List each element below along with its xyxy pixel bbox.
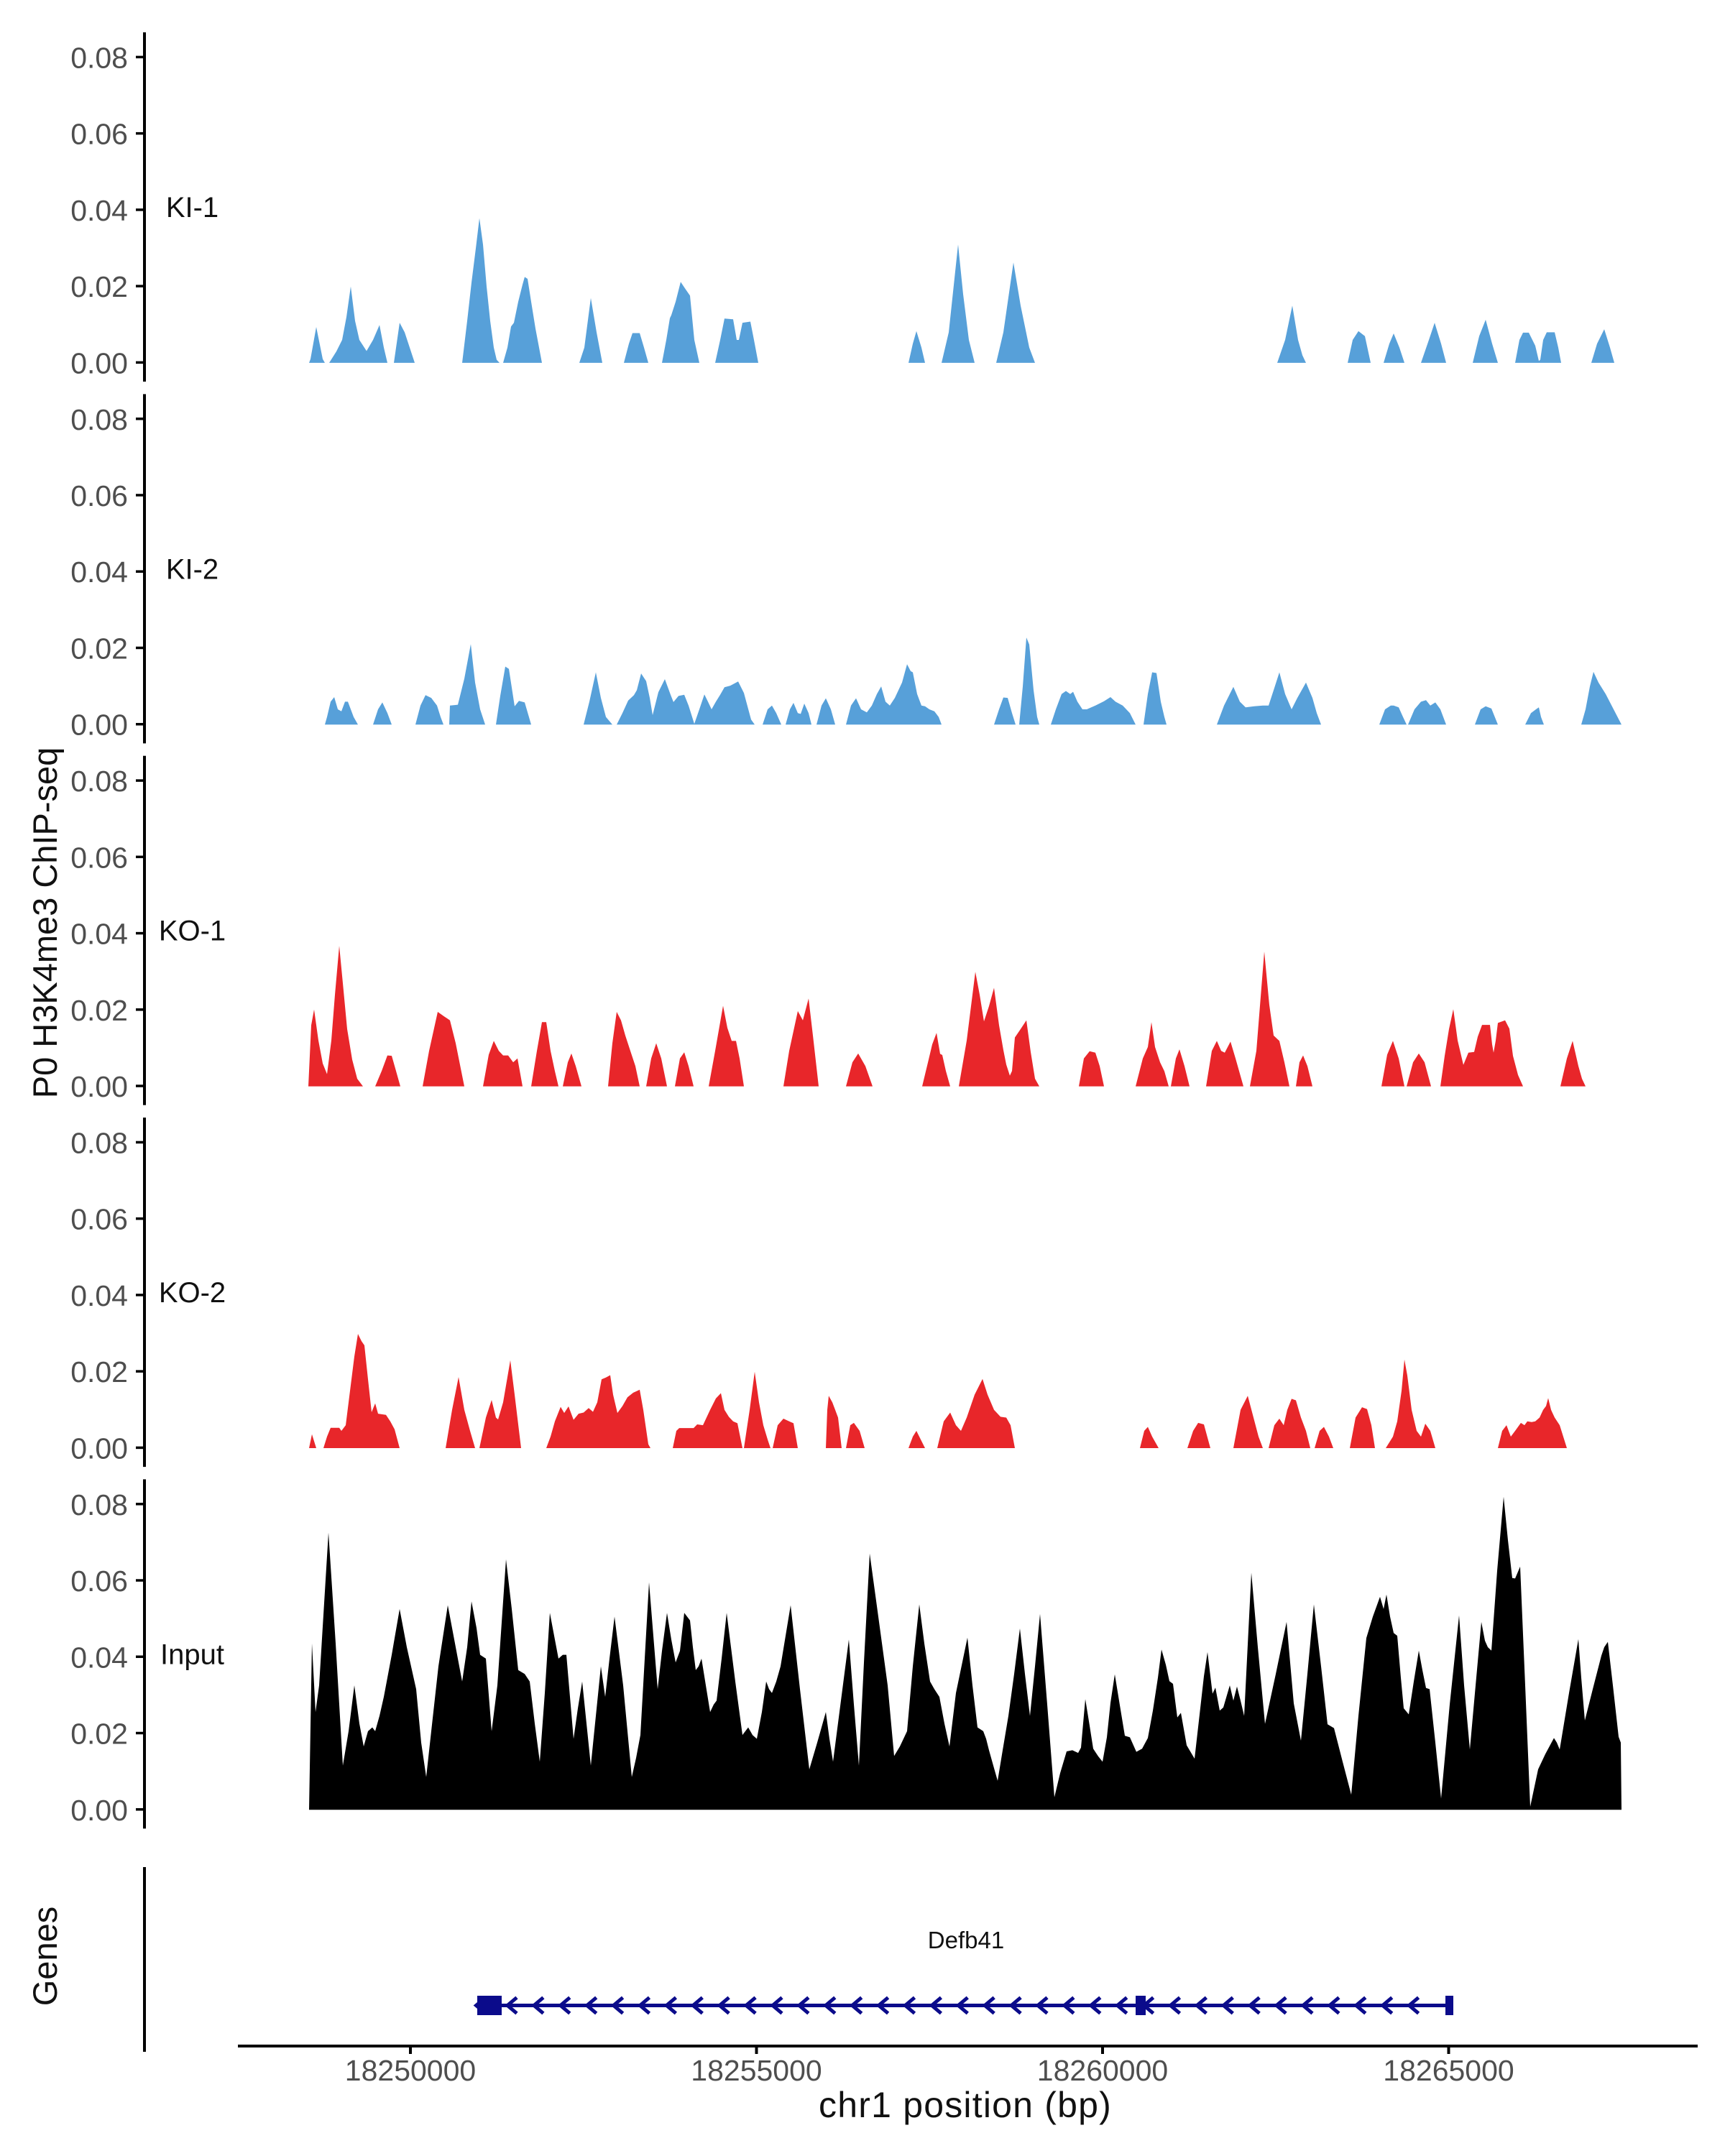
svg-text:0.02: 0.02 [70,1718,128,1751]
svg-text:0.00: 0.00 [70,1432,128,1465]
svg-text:0.06: 0.06 [70,1203,128,1236]
svg-text:0.00: 0.00 [70,1070,128,1103]
svg-text:KI-1: KI-1 [166,192,218,224]
svg-text:0.06: 0.06 [70,118,128,151]
svg-text:0.06: 0.06 [70,841,128,874]
svg-text:0.00: 0.00 [70,346,128,379]
svg-text:18265000: 18265000 [1383,2054,1514,2087]
svg-text:0.04: 0.04 [70,918,128,951]
svg-text:0.06: 0.06 [70,479,128,512]
svg-text:0.02: 0.02 [70,270,128,303]
svg-text:18260000: 18260000 [1037,2054,1168,2087]
svg-text:Input: Input [160,1639,224,1670]
svg-text:0.00: 0.00 [70,1794,128,1827]
svg-text:0.08: 0.08 [70,41,128,74]
svg-text:18250000: 18250000 [345,2054,476,2087]
svg-text:0.00: 0.00 [70,709,128,742]
svg-text:0.08: 0.08 [70,765,128,798]
svg-text:0.02: 0.02 [70,1355,128,1388]
svg-text:KO-1: KO-1 [159,916,226,947]
svg-text:Genes: Genes [26,1907,64,2006]
svg-text:18255000: 18255000 [691,2054,822,2087]
svg-text:0.04: 0.04 [70,194,128,227]
svg-text:KI-2: KI-2 [166,553,218,585]
svg-text:0.08: 0.08 [70,403,128,436]
svg-text:chr1 position (bp): chr1 position (bp) [819,2085,1112,2125]
svg-text:0.04: 0.04 [70,1641,128,1674]
svg-text:0.04: 0.04 [70,556,128,589]
svg-text:0.08: 0.08 [70,1127,128,1160]
svg-text:KO-2: KO-2 [159,1277,226,1309]
svg-text:0.02: 0.02 [70,994,128,1027]
svg-text:0.02: 0.02 [70,632,128,665]
svg-text:Defb41: Defb41 [928,1927,1004,1953]
svg-text:0.04: 0.04 [70,1279,128,1312]
svg-text:0.08: 0.08 [70,1488,128,1521]
svg-text:0.06: 0.06 [70,1565,128,1598]
svg-text:P0 H3K4me3 ChIP-seq: P0 H3K4me3 ChIP-seq [26,747,64,1099]
